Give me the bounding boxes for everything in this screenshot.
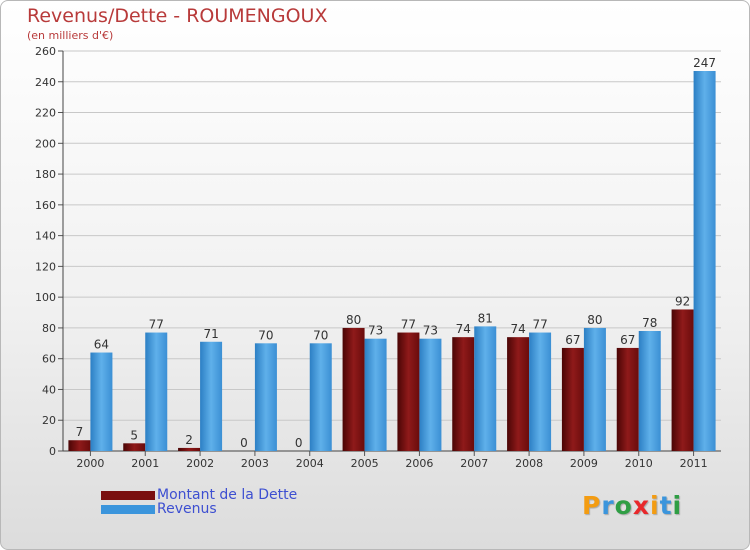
revenue-bar [254,343,277,451]
revenue-bar [309,343,332,451]
y-tick-label: 240 [35,76,56,89]
revenue-value-label: 81 [478,311,493,325]
revenue-bar [145,332,168,451]
debt-bar [123,443,146,451]
x-tick-label: 2002 [186,457,214,470]
legend-swatch-revenue [101,504,155,514]
y-tick-label: 40 [42,383,56,396]
x-tick-label: 2001 [131,457,159,470]
legend-label-revenue: Revenus [157,501,217,517]
x-tick-label: 2011 [680,457,708,470]
logo-letter: r [601,491,615,520]
debt-value-label: 2 [185,433,193,447]
revenue-value-label: 71 [203,327,218,341]
revenue-value-label: 70 [258,328,273,342]
debt-bar [671,309,694,451]
logo-letter: i [672,491,683,520]
x-tick-label: 2004 [296,457,324,470]
logo-letter: o [614,491,633,520]
debt-value-label: 0 [295,436,303,450]
debt-value-label: 5 [130,428,138,442]
revenue-value-label: 77 [532,318,547,332]
y-tick-label: 60 [42,353,56,366]
debt-value-label: 7 [76,425,84,439]
y-tick-label: 100 [35,291,56,304]
legend-item-debt: Montant de la Dette [101,487,297,503]
chart-unit-subtitle: (en milliers d'€) [27,29,114,42]
debt-bar [507,337,530,451]
debt-value-label: 74 [456,322,471,336]
x-tick-label: 2006 [405,457,433,470]
debt-value-label: 67 [565,333,580,347]
revenue-bar [419,338,442,451]
debt-value-label: 0 [240,436,248,450]
revenue-bar [474,326,497,451]
debt-value-label: 77 [401,318,416,332]
legend-item-revenue: Revenus [101,501,217,517]
x-tick-label: 2010 [625,457,653,470]
debt-bar [68,440,91,451]
revenue-value-label: 247 [693,56,716,70]
y-tick-label: 20 [42,414,56,427]
debt-value-label: 80 [346,313,361,327]
revenue-bar [90,352,113,451]
x-tick-label: 2009 [570,457,598,470]
revenue-value-label: 73 [423,324,438,338]
revenue-bar [693,71,716,451]
x-tick-label: 2003 [241,457,269,470]
y-tick-label: 0 [49,445,56,458]
y-tick-label: 140 [35,230,56,243]
y-tick-label: 160 [35,199,56,212]
proxiti-logo: Proxiti [582,491,682,520]
chart-title: Revenus/Dette - ROUMENGOUX [27,5,328,27]
revenue-bar [583,327,606,451]
y-tick-label: 120 [35,260,56,273]
revenue-bar [638,331,661,451]
debt-value-label: 74 [510,322,525,336]
debt-value-label: 92 [675,294,690,308]
debt-value-label: 67 [620,333,635,347]
logo-letter: P [582,491,602,520]
legend-swatch-debt [101,490,155,500]
revenue-value-label: 78 [642,316,657,330]
debt-bar [452,337,475,451]
revenue-value-label: 77 [149,318,164,332]
debt-bar [178,447,201,451]
debt-bar [397,332,420,451]
x-tick-label: 2000 [76,457,104,470]
legend-label-debt: Montant de la Dette [157,487,298,503]
debt-bar [342,327,365,451]
revenue-bar [364,338,387,451]
debt-bar [561,347,584,451]
y-tick-label: 180 [35,168,56,181]
x-tick-label: 2005 [351,457,379,470]
revenue-value-label: 70 [313,328,328,342]
revenue-value-label: 64 [94,338,109,352]
logo-letter: t [659,491,673,520]
logo-letter: x [632,491,650,520]
x-tick-label: 2007 [460,457,488,470]
x-tick-label: 2008 [515,457,543,470]
y-tick-label: 200 [35,137,56,150]
y-tick-label: 220 [35,107,56,120]
revenue-bar [529,332,552,451]
debt-bar [616,347,639,451]
revenue-value-label: 73 [368,324,383,338]
revenue-bar [200,341,223,451]
y-tick-label: 80 [42,322,56,335]
logo-letter: i [650,491,660,520]
y-tick-label: 260 [35,45,56,58]
revenue-value-label: 80 [587,313,602,327]
